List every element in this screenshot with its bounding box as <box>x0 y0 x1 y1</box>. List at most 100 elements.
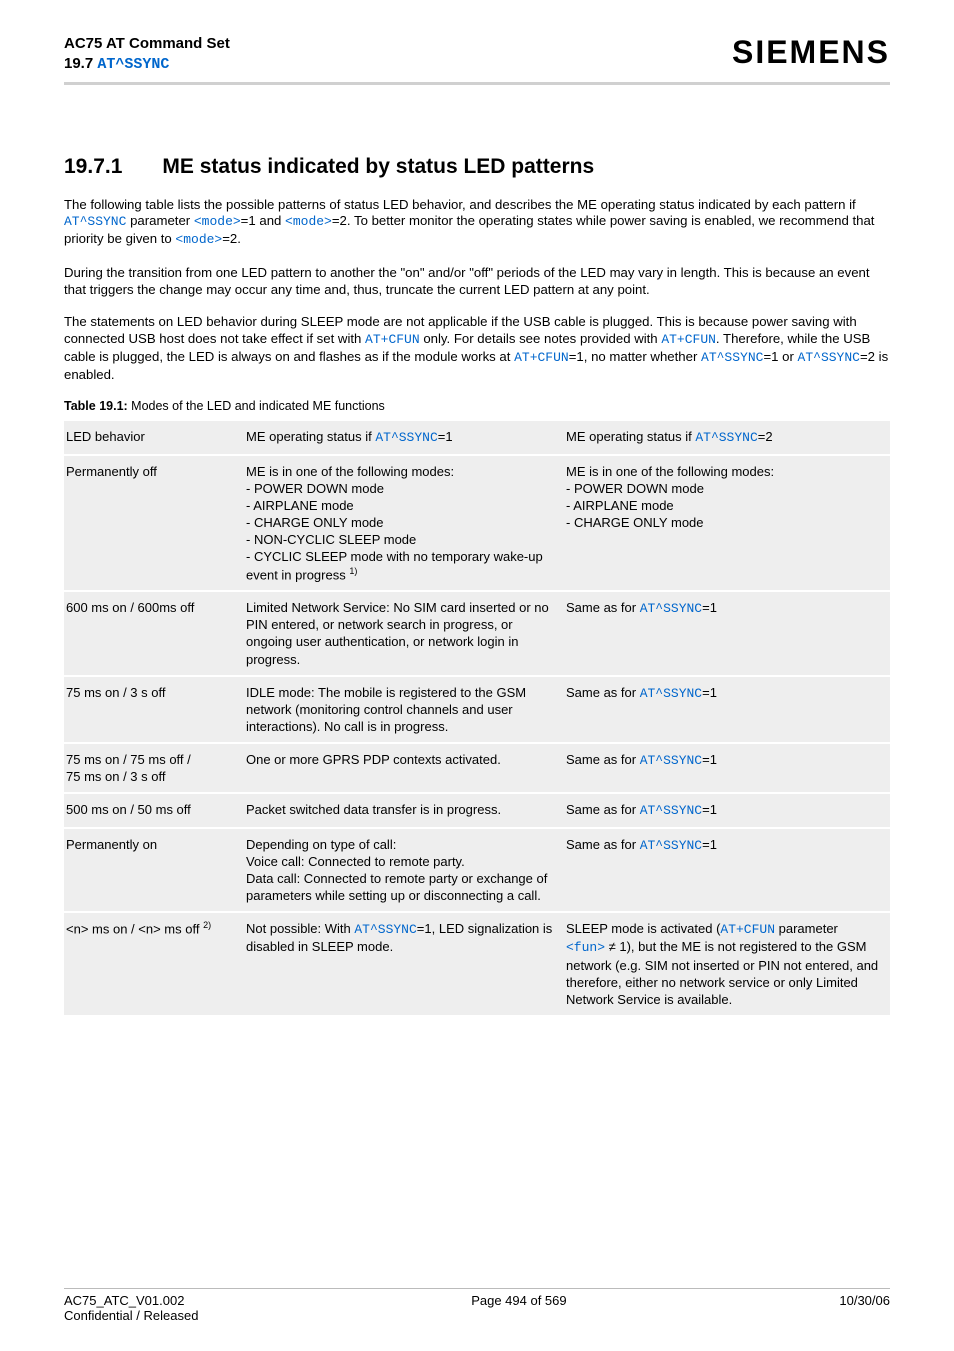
paragraph-1: The following table lists the possible p… <box>64 197 890 249</box>
table-row: <n> ms on / <n> ms off 2) Not possible: … <box>64 912 890 1016</box>
footer-right: 10/30/06 <box>839 1293 890 1323</box>
th3-code[interactable]: AT^SSYNC <box>695 430 757 445</box>
r5c3-post: =1 <box>702 837 717 852</box>
cell-mode1: IDLE mode: The mobile is registered to t… <box>244 676 564 743</box>
p3-c5[interactable]: AT^SSYNC <box>798 350 860 365</box>
r1c3-code[interactable]: AT^SSYNC <box>640 601 702 616</box>
subtitle-link[interactable]: AT^SSYNC <box>97 56 169 73</box>
cell-mode1: ME is in one of the following modes: - P… <box>244 455 564 591</box>
r6c3-c2[interactable]: <fun> <box>566 940 605 955</box>
cell-led: 600 ms on / 600ms off <box>64 591 244 676</box>
r0c2-text: ME is in one of the following modes: - P… <box>246 464 543 582</box>
th3-pre: ME operating status if <box>566 429 695 444</box>
r6c3-t2: parameter <box>775 921 838 936</box>
th-mode1: ME operating status if AT^SSYNC=1 <box>244 421 564 454</box>
header-left: AC75 AT Command Set 19.7 AT^SSYNC <box>64 34 230 76</box>
cell-mode2: Same as for AT^SSYNC=1 <box>564 793 890 827</box>
cell-led: 75 ms on / 3 s off <box>64 676 244 743</box>
paragraph-2: During the transition from one LED patte… <box>64 265 890 299</box>
r0c2-sup: 1) <box>349 566 357 576</box>
cell-mode1: Packet switched data transfer is in prog… <box>244 793 564 827</box>
r4c3-code[interactable]: AT^SSYNC <box>640 803 702 818</box>
r1c3-post: =1 <box>702 600 717 615</box>
cell-mode2: Same as for AT^SSYNC=1 <box>564 828 890 913</box>
r5c3-code[interactable]: AT^SSYNC <box>640 838 702 853</box>
footer-rule <box>64 1288 890 1289</box>
p1-t1: The following table lists the possible p… <box>64 197 856 212</box>
cell-mode1: Depending on type of call: Voice call: C… <box>244 828 564 913</box>
cell-mode2: ME is in one of the following modes: - P… <box>564 455 890 591</box>
r2c3-pre: Same as for <box>566 685 640 700</box>
r3c3-code[interactable]: AT^SSYNC <box>640 753 702 768</box>
r6c3-c1[interactable]: AT+CFUN <box>720 922 775 937</box>
r6c3-t1: SLEEP mode is activated ( <box>566 921 720 936</box>
section-title: ME status indicated by status LED patter… <box>162 155 594 179</box>
footer-version: AC75_ATC_V01.002 <box>64 1293 198 1308</box>
r4c3-pre: Same as for <box>566 802 640 817</box>
p1-t5: =2. <box>222 231 241 246</box>
th2-post: =1 <box>438 429 453 444</box>
cell-mode1: One or more GPRS PDP contexts activated. <box>244 743 564 793</box>
p1-c4[interactable]: <mode> <box>175 232 222 247</box>
table-row: Permanently on Depending on type of call… <box>64 828 890 913</box>
th-mode2: ME operating status if AT^SSYNC=2 <box>564 421 890 454</box>
footer-center: Page 494 of 569 <box>471 1293 566 1323</box>
p1-t3: =1 and <box>241 213 285 228</box>
table-row: 75 ms on / 3 s off IDLE mode: The mobile… <box>64 676 890 743</box>
cell-led: 75 ms on / 75 ms off / 75 ms on / 3 s of… <box>64 743 244 793</box>
p1-c3[interactable]: <mode> <box>285 214 332 229</box>
th3-post: =2 <box>758 429 773 444</box>
r6c3-t3: ≠ 1), but the ME is not registered to th… <box>566 939 878 1006</box>
r6c2-code[interactable]: AT^SSYNC <box>354 922 416 937</box>
cell-led: 500 ms on / 50 ms off <box>64 793 244 827</box>
brand-logo: SIEMENS <box>732 34 890 71</box>
paragraph-3: The statements on LED behavior during SL… <box>64 314 890 383</box>
th-led-behavior: LED behavior <box>64 421 244 454</box>
p3-c2[interactable]: AT+CFUN <box>661 332 716 347</box>
cell-mode1: Limited Network Service: No SIM card ins… <box>244 591 564 676</box>
table-header-row: LED behavior ME operating status if AT^S… <box>64 421 890 454</box>
page-header: AC75 AT Command Set 19.7 AT^SSYNC SIEMEN… <box>64 34 890 76</box>
p3-c4[interactable]: AT^SSYNC <box>701 350 763 365</box>
th2-code[interactable]: AT^SSYNC <box>375 430 437 445</box>
r6c1-pre: <n> ms on / <n> ms off <box>66 922 203 937</box>
doc-subtitle: 19.7 AT^SSYNC <box>64 54 230 75</box>
cell-led: <n> ms on / <n> ms off 2) <box>64 912 244 1016</box>
p3-t4: =1, no matter whether <box>569 349 701 364</box>
p1-c2[interactable]: <mode> <box>194 214 241 229</box>
cell-led: Permanently off <box>64 455 244 591</box>
cell-mode2: Same as for AT^SSYNC=1 <box>564 676 890 743</box>
cell-mode2: Same as for AT^SSYNC=1 <box>564 743 890 793</box>
table-caption-label: Table 19.1: <box>64 399 128 413</box>
footer-row: AC75_ATC_V01.002 Confidential / Released… <box>64 1293 890 1323</box>
r2c3-post: =1 <box>702 685 717 700</box>
r3c3-pre: Same as for <box>566 752 640 767</box>
table-caption-text: Modes of the LED and indicated ME functi… <box>128 399 385 413</box>
r3c3-post: =1 <box>702 752 717 767</box>
table-row: 600 ms on / 600ms off Limited Network Se… <box>64 591 890 676</box>
p1-c1[interactable]: AT^SSYNC <box>64 214 126 229</box>
header-rule <box>64 82 890 85</box>
doc-title: AC75 AT Command Set <box>64 34 230 54</box>
r6c1-sup: 2) <box>203 920 211 930</box>
cell-mode1: Not possible: With AT^SSYNC=1, LED signa… <box>244 912 564 1016</box>
page-footer: AC75_ATC_V01.002 Confidential / Released… <box>64 1288 890 1323</box>
table-caption: Table 19.1: Modes of the LED and indicat… <box>64 399 890 413</box>
r4c3-post: =1 <box>702 802 717 817</box>
th2-pre: ME operating status if <box>246 429 375 444</box>
section-number: 19.7.1 <box>64 155 122 179</box>
r5c3-pre: Same as for <box>566 837 640 852</box>
page: AC75 AT Command Set 19.7 AT^SSYNC SIEMEN… <box>0 0 954 1351</box>
r2c3-code[interactable]: AT^SSYNC <box>640 686 702 701</box>
section-heading: 19.7.1 ME status indicated by status LED… <box>64 155 890 179</box>
cell-mode2: SLEEP mode is activated (AT+CFUN paramet… <box>564 912 890 1016</box>
p3-c3[interactable]: AT+CFUN <box>514 350 569 365</box>
p3-t2: only. For details see notes provided wit… <box>420 331 662 346</box>
table-row: 500 ms on / 50 ms off Packet switched da… <box>64 793 890 827</box>
led-table: LED behavior ME operating status if AT^S… <box>64 421 890 1017</box>
p1-t2: parameter <box>126 213 193 228</box>
p3-c1[interactable]: AT+CFUN <box>365 332 420 347</box>
cell-led: Permanently on <box>64 828 244 913</box>
table-row: 75 ms on / 75 ms off / 75 ms on / 3 s of… <box>64 743 890 793</box>
p3-t5: =1 or <box>763 349 797 364</box>
